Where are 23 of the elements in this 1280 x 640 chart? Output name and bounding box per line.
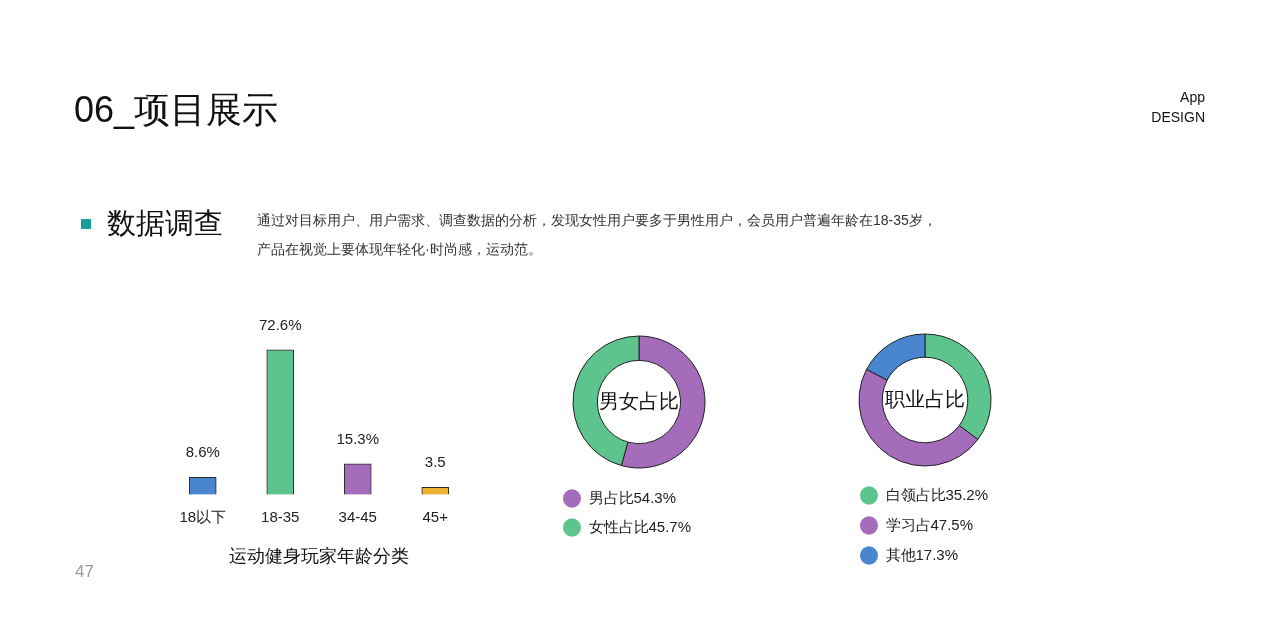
legend-label: 白领占比35.2%: [885, 485, 989, 503]
text: 产品在视觉上要体现年轻化·时尚感，运动范。: [257, 240, 542, 258]
text: 06_项目展示: [74, 89, 279, 131]
x-axis-title: 运动健身玩家年龄分类: [229, 546, 409, 567]
text: DESIGN: [1151, 108, 1205, 126]
legend-label: 男占比54.3%: [588, 488, 677, 506]
text: 47: [75, 561, 94, 583]
data-label: 3.5: [424, 453, 446, 471]
legend-label: 学习占47.5%: [885, 515, 974, 533]
legend-label: 其他17.3%: [885, 545, 959, 563]
x-tick-label: 34-45: [338, 507, 377, 525]
x-tick-label: 18以下: [179, 507, 227, 525]
text: 数据调查: [107, 206, 223, 241]
data-label: 15.3%: [336, 429, 380, 447]
text: 男女占比: [599, 389, 679, 412]
text: 职业占比: [885, 387, 965, 410]
x-tick-label: 18-35: [261, 507, 300, 525]
data-label: 72.6%: [258, 315, 302, 333]
x-tick-label: 45+: [422, 507, 449, 525]
text: App: [1180, 88, 1205, 106]
text: 通过对目标用户、用户需求、调查数据的分析，发现女性用户要多于男性用户，会员用户普遍年龄在18-35岁，: [257, 211, 937, 229]
data-label: 8.6%: [185, 443, 220, 461]
legend-label: 女性占比45.7%: [588, 517, 692, 535]
